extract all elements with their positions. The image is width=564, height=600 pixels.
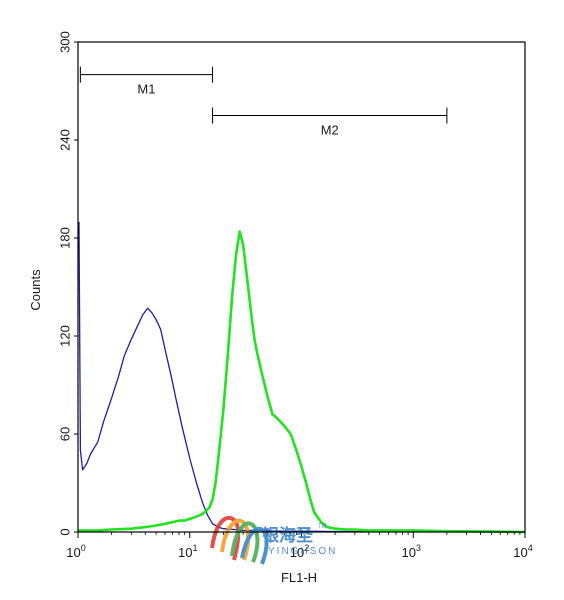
- x-axis-label: FL1-H: [281, 570, 317, 585]
- y-axis-label: Counts: [28, 269, 43, 311]
- marker-m2-label: M2: [321, 123, 339, 138]
- watermark-logo: 银海圣 TM YINGHSON: [210, 515, 337, 565]
- watermark-chinese-text: 银海圣: [262, 525, 314, 546]
- x-tick-label: 101: [178, 543, 197, 560]
- watermark-swoosh-icon: [210, 515, 269, 565]
- y-tick-label: 180: [57, 227, 72, 249]
- plot-area: [78, 221, 526, 534]
- y-tick-label: 120: [57, 325, 72, 347]
- watermark-english-text: YINGHSON: [268, 546, 337, 557]
- y-tick-label: 60: [57, 427, 72, 441]
- marker-m1-label: M1: [137, 82, 155, 97]
- watermark-tm: TM: [318, 524, 327, 530]
- x-tick-label: 102: [290, 543, 309, 560]
- x-axis-ticks: 100 101 102 103 104: [66, 532, 533, 560]
- y-tick-label: 0: [57, 528, 72, 535]
- y-tick-label: 300: [57, 31, 72, 53]
- series-line-2: [78, 230, 526, 534]
- series-line-1: [78, 221, 526, 533]
- marker-layer: M1 M2: [79, 66, 448, 138]
- plot-frame: [77, 41, 526, 533]
- x-tick-label: 104: [513, 543, 532, 560]
- x-tick-label: 100: [66, 543, 85, 560]
- x-tick-label: 103: [402, 543, 421, 560]
- y-axis-ticks: 0 60 120 180 240 300: [57, 31, 78, 536]
- y-tick-label: 240: [57, 129, 72, 151]
